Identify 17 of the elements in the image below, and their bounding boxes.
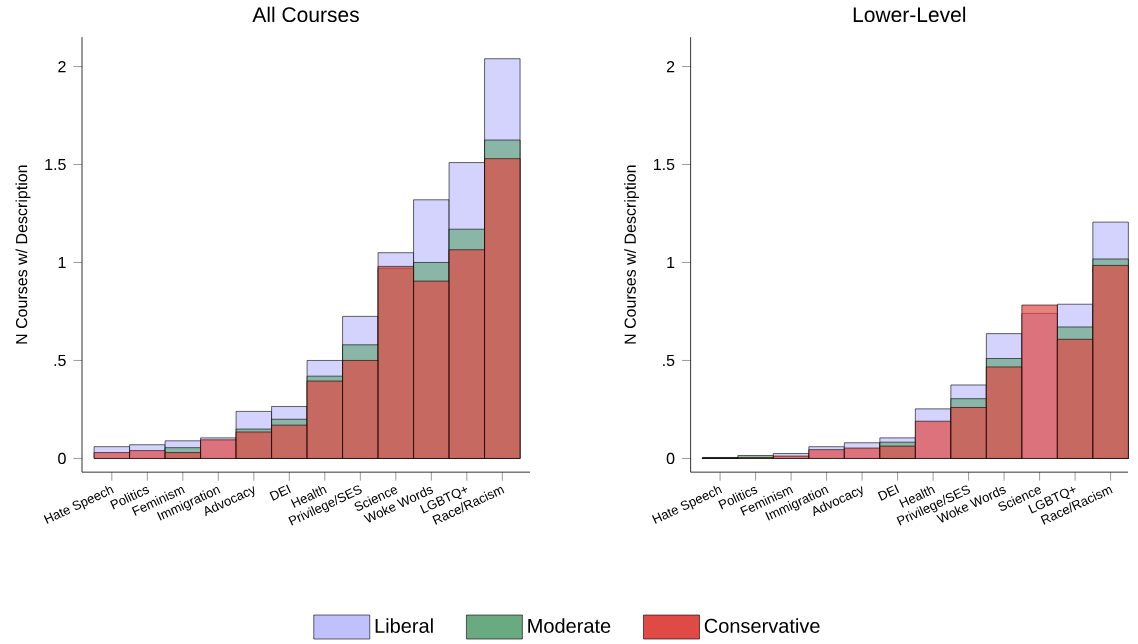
legend-label: Moderate: [528, 618, 611, 633]
y-tick-label: 2: [666, 60, 675, 73]
y-tick-label: 0: [666, 452, 675, 465]
y-tick-label: 1.5: [653, 158, 675, 171]
y-axis-title: N Courses w/ Description: [15, 165, 31, 344]
y-tick-label: 1.5: [45, 158, 66, 171]
legend-label: Liberal: [375, 618, 433, 633]
chart-title: All Courses: [252, 6, 359, 23]
chart-title: Lower-Level: [853, 6, 966, 23]
y-tick-label: .5: [54, 354, 66, 366]
y-tick-label: 1: [667, 256, 675, 268]
y-axis-title: N Courses w/ Description: [624, 165, 640, 344]
y-tick-label: .5: [663, 354, 675, 366]
legend-label: Conservative: [704, 618, 820, 633]
y-tick-label: 1: [58, 256, 66, 268]
y-tick-label: 0: [58, 452, 66, 465]
y-tick-label: 2: [58, 60, 66, 73]
